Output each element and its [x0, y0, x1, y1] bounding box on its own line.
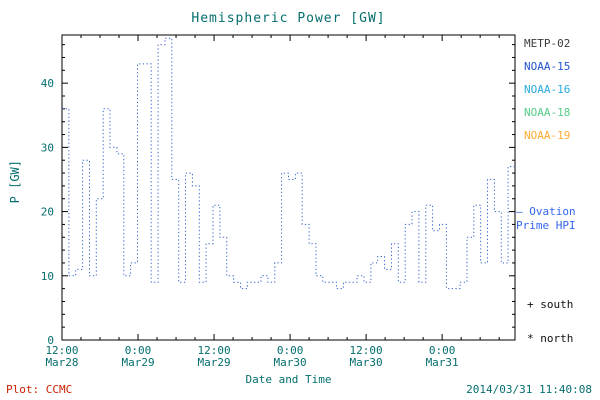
x-axis-label: Date and Time	[245, 373, 332, 386]
timestamp: 2014/03/31 11:40:08	[466, 383, 592, 396]
x-tick-date-label: Mar29	[121, 356, 154, 369]
y-tick-label: 0	[47, 334, 54, 347]
x-tick-date-label: Mar28	[45, 356, 78, 369]
x-tick-time-label: 0:00	[125, 344, 152, 357]
x-tick-time-label: 0:00	[429, 344, 456, 357]
legend-model-label: — Ovation Prime HPI	[516, 205, 576, 233]
x-tick-date-label: Mar31	[426, 356, 459, 369]
data-series-line	[62, 37, 515, 290]
x-tick-time-label: 12:00	[350, 344, 383, 357]
y-tick-label: 30	[41, 141, 54, 154]
legend-satellite-noaa-15: NOAA-15	[524, 60, 571, 73]
chart-title: Hemispheric Power [GW]	[191, 11, 386, 26]
y-tick-label: 20	[41, 206, 54, 219]
x-tick-date-label: Mar30	[350, 356, 383, 369]
legend-model-line1: — Ovation	[516, 205, 576, 218]
plot-credit: Plot: CCMC	[6, 383, 73, 396]
legend-satellite-noaa-16: NOAA-16	[524, 83, 571, 96]
legend-satellite-noaa-19: NOAA-19	[524, 129, 571, 142]
legend-model-line2: Prime HPI	[516, 219, 576, 232]
x-tick-time-label: 12:00	[45, 344, 78, 357]
plot-frame	[61, 34, 516, 341]
north-marker-label: * north	[527, 332, 574, 345]
x-tick-date-label: Mar30	[274, 356, 307, 369]
x-tick-time-label: 12:00	[197, 344, 230, 357]
y-tick-label: 40	[41, 77, 54, 90]
legend: METP-02 NOAA-15 NOAA-16 NOAA-18 NOAA-19	[524, 37, 570, 152]
x-tick-time-label: 0:00	[277, 344, 304, 357]
legend-satellite-noaa-18: NOAA-18	[524, 106, 571, 119]
south-marker-label: + south	[527, 298, 574, 311]
legend-satellite-metp-02: METP-02	[524, 37, 571, 50]
y-tick-label: 10	[41, 270, 54, 283]
x-tick-date-label: Mar29	[197, 356, 230, 369]
